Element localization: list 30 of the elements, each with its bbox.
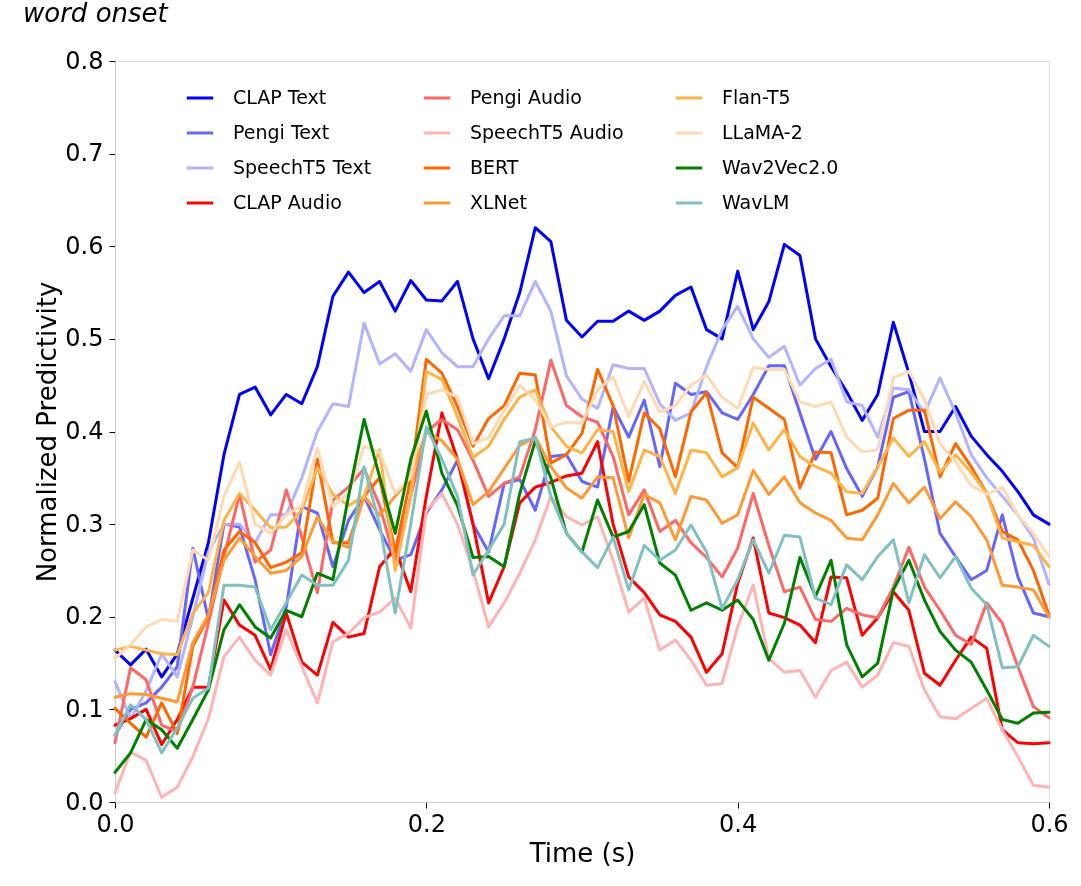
line-series — [113, 430, 1051, 704]
legend-label: SpeechT5 Text — [233, 156, 372, 178]
y-tick-label: 0.7 — [65, 139, 104, 168]
x-tick-label: 0.2 — [407, 809, 446, 838]
y-tick-label: 0.1 — [65, 694, 104, 723]
legend-label: BERT — [470, 156, 519, 178]
legend-label: LLaMA-2 — [722, 121, 803, 143]
y-tick-label: 0.3 — [65, 509, 104, 538]
y-tick-label: 0.5 — [65, 324, 104, 353]
y-tick-label: 0.8 — [65, 46, 104, 75]
legend-label: XLNet — [470, 191, 527, 213]
y-axis-title: Normalized Predictivity — [32, 281, 63, 583]
x-tick-label: 0.6 — [1030, 809, 1069, 838]
line-series — [113, 492, 1051, 799]
line-series — [113, 226, 1051, 679]
y-tick-label: 0.4 — [65, 417, 104, 445]
x-tick-label: 0.0 — [96, 809, 135, 838]
legend-label: CLAP Text — [233, 86, 327, 108]
legend-label: CLAP Audio — [233, 191, 342, 213]
legend-label: SpeechT5 Audio — [470, 121, 624, 143]
legend-label: Flan-T5 — [722, 86, 791, 108]
y-tick-label: 0.2 — [65, 602, 104, 631]
chart-title: word onset — [23, 0, 169, 28]
legend-label: Pengi Text — [233, 121, 330, 143]
x-axis-title: Time (s) — [528, 837, 636, 868]
legend-label: Wav2Vec2.0 — [722, 156, 839, 178]
y-tick-label: 0.6 — [65, 231, 104, 260]
legend-label: WavLM — [722, 191, 790, 213]
x-tick-label: 0.4 — [719, 809, 758, 838]
legend-label: Pengi Audio — [470, 86, 582, 108]
